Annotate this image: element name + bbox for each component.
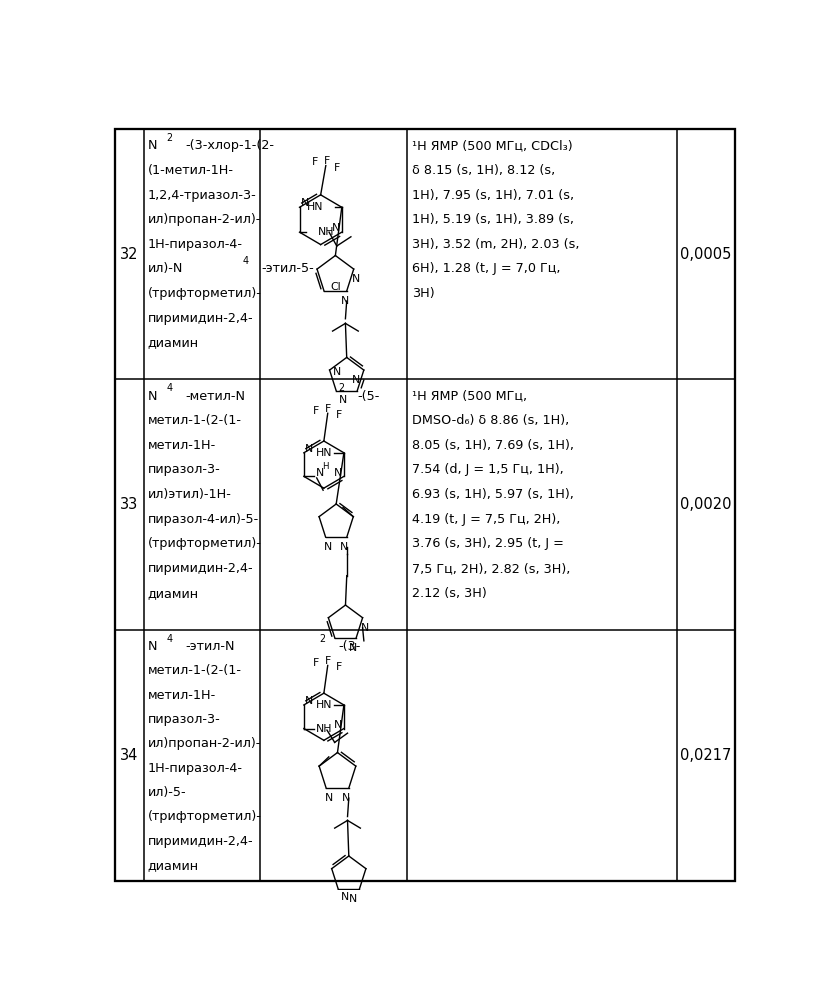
Text: 7,5 Гц, 2H), 2.82 (s, 3H),: 7,5 Гц, 2H), 2.82 (s, 3H), xyxy=(412,562,570,575)
Text: F: F xyxy=(313,406,319,416)
Text: 4: 4 xyxy=(166,634,172,644)
Text: пиримидин-2,4-: пиримидин-2,4- xyxy=(147,835,253,848)
Text: F: F xyxy=(325,404,331,414)
Text: (трифторметил)-: (трифторметил)- xyxy=(147,287,261,300)
Text: ил)-5-: ил)-5- xyxy=(147,786,186,799)
Text: ил)пропан-2-ил)-: ил)пропан-2-ил)- xyxy=(147,737,261,750)
Text: 3.76 (s, 3H), 2.95 (t, J =: 3.76 (s, 3H), 2.95 (t, J = xyxy=(412,537,563,550)
Text: F: F xyxy=(325,656,331,666)
Text: N: N xyxy=(348,894,356,904)
Text: 0,0005: 0,0005 xyxy=(679,247,730,262)
Text: 32: 32 xyxy=(120,247,138,262)
Text: 2: 2 xyxy=(166,133,172,143)
Text: NH: NH xyxy=(315,724,331,734)
Text: Cl: Cl xyxy=(330,282,340,292)
Text: -этил-N: -этил-N xyxy=(185,640,235,653)
Text: 33: 33 xyxy=(120,497,138,512)
Text: HN: HN xyxy=(315,448,332,458)
Text: метил-1-(2-(1-: метил-1-(2-(1- xyxy=(147,414,241,427)
Text: N: N xyxy=(315,468,323,478)
Text: (трифторметил)-: (трифторметил)- xyxy=(147,810,261,823)
Text: 1H), 5.19 (s, 1H), 3.89 (s,: 1H), 5.19 (s, 1H), 3.89 (s, xyxy=(412,213,573,226)
Text: N: N xyxy=(351,274,359,284)
Text: HN: HN xyxy=(307,202,324,212)
Text: N: N xyxy=(334,468,342,478)
Text: ¹H ЯМР (500 МГц,: ¹H ЯМР (500 МГц, xyxy=(412,390,527,403)
Text: пиримидин-2,4-: пиримидин-2,4- xyxy=(147,562,253,575)
Text: диамин: диамин xyxy=(147,859,199,872)
Text: 1H-пиразол-4-: 1H-пиразол-4- xyxy=(147,762,243,775)
Text: F: F xyxy=(334,163,339,173)
Text: H: H xyxy=(321,462,328,471)
Text: -(5-: -(5- xyxy=(357,390,379,403)
Text: N: N xyxy=(340,296,349,306)
Text: ил)пропан-2-ил)-: ил)пропан-2-ил)- xyxy=(147,213,261,226)
Text: N: N xyxy=(305,444,313,454)
Text: 2.12 (s, 3H): 2.12 (s, 3H) xyxy=(412,587,486,600)
Text: N: N xyxy=(301,198,309,208)
Text: пиримидин-2,4-: пиримидин-2,4- xyxy=(147,312,253,325)
Text: N: N xyxy=(334,720,342,730)
Text: N: N xyxy=(147,640,156,653)
Text: 8.05 (s, 1H), 7.69 (s, 1H),: 8.05 (s, 1H), 7.69 (s, 1H), xyxy=(412,439,573,452)
Text: 3H): 3H) xyxy=(412,287,434,300)
Text: N: N xyxy=(147,390,156,403)
Text: ил)этил)-1H-: ил)этил)-1H- xyxy=(147,488,231,501)
Text: DMSO-d₆) δ 8.86 (s, 1H),: DMSO-d₆) δ 8.86 (s, 1H), xyxy=(412,414,569,427)
Text: N: N xyxy=(339,395,347,405)
Text: -(3-хлор-1-(2-: -(3-хлор-1-(2- xyxy=(185,139,274,152)
Text: 0,0217: 0,0217 xyxy=(679,748,730,763)
Text: (1-метил-1H-: (1-метил-1H- xyxy=(147,164,233,177)
Text: диамин: диамин xyxy=(147,587,199,600)
Text: -(3-: -(3- xyxy=(338,640,360,653)
Text: δ 8.15 (s, 1H), 8.12 (s,: δ 8.15 (s, 1H), 8.12 (s, xyxy=(412,164,555,177)
Text: N: N xyxy=(339,542,348,552)
Text: пиразол-3-: пиразол-3- xyxy=(147,463,220,476)
Text: F: F xyxy=(311,157,317,167)
Text: пиразол-3-: пиразол-3- xyxy=(147,713,220,726)
Text: 7.54 (d, J = 1,5 Гц, 1H),: 7.54 (d, J = 1,5 Гц, 1H), xyxy=(412,463,563,476)
Text: пиразол-4-ил)-5-: пиразол-4-ил)-5- xyxy=(147,513,258,526)
Text: F: F xyxy=(335,410,342,420)
Text: N: N xyxy=(342,793,350,803)
Text: -этил-5-: -этил-5- xyxy=(262,262,315,275)
Text: метил-1-(2-(1-: метил-1-(2-(1- xyxy=(147,664,241,677)
Text: N: N xyxy=(324,542,332,552)
Text: N: N xyxy=(352,375,360,385)
Text: N: N xyxy=(349,643,357,653)
Text: 2: 2 xyxy=(338,383,344,393)
Text: -метил-N: -метил-N xyxy=(185,390,245,403)
Text: метил-1H-: метил-1H- xyxy=(147,439,215,452)
Text: 1H-пиразол-4-: 1H-пиразол-4- xyxy=(147,238,243,251)
Text: F: F xyxy=(313,658,319,668)
Text: 1,2,4-триазол-3-: 1,2,4-триазол-3- xyxy=(147,189,256,202)
Text: N: N xyxy=(340,892,349,902)
Text: 1H), 7.95 (s, 1H), 7.01 (s,: 1H), 7.95 (s, 1H), 7.01 (s, xyxy=(412,189,574,202)
Text: N: N xyxy=(332,367,340,377)
Text: 4.19 (t, J = 7,5 Гц, 2H),: 4.19 (t, J = 7,5 Гц, 2H), xyxy=(412,513,560,526)
Text: метил-1H-: метил-1H- xyxy=(147,689,215,702)
Text: HN: HN xyxy=(315,700,332,710)
Text: 4: 4 xyxy=(166,383,172,393)
Text: F: F xyxy=(323,156,330,166)
Text: 6H), 1.28 (t, J = 7,0 Гц,: 6H), 1.28 (t, J = 7,0 Гц, xyxy=(412,262,560,275)
Text: 2: 2 xyxy=(319,634,325,644)
Text: 0,0020: 0,0020 xyxy=(679,497,730,512)
Text: (трифторметил)-: (трифторметил)- xyxy=(147,537,261,550)
Text: диамин: диамин xyxy=(147,336,199,349)
Text: NH: NH xyxy=(317,227,334,237)
Text: N: N xyxy=(332,223,340,233)
Text: F: F xyxy=(335,662,342,672)
Text: 3H), 3.52 (m, 2H), 2.03 (s,: 3H), 3.52 (m, 2H), 2.03 (s, xyxy=(412,238,579,251)
Text: 34: 34 xyxy=(120,748,138,763)
Text: N: N xyxy=(361,623,368,633)
Text: 4: 4 xyxy=(243,256,248,266)
Text: ¹H ЯМР (500 МГц, CDCl₃): ¹H ЯМР (500 МГц, CDCl₃) xyxy=(412,139,572,152)
Text: 6.93 (s, 1H), 5.97 (s, 1H),: 6.93 (s, 1H), 5.97 (s, 1H), xyxy=(412,488,573,501)
Text: N: N xyxy=(325,793,332,803)
Text: ил)-N: ил)-N xyxy=(147,262,183,275)
Text: N: N xyxy=(147,139,156,152)
Text: N: N xyxy=(305,696,313,706)
